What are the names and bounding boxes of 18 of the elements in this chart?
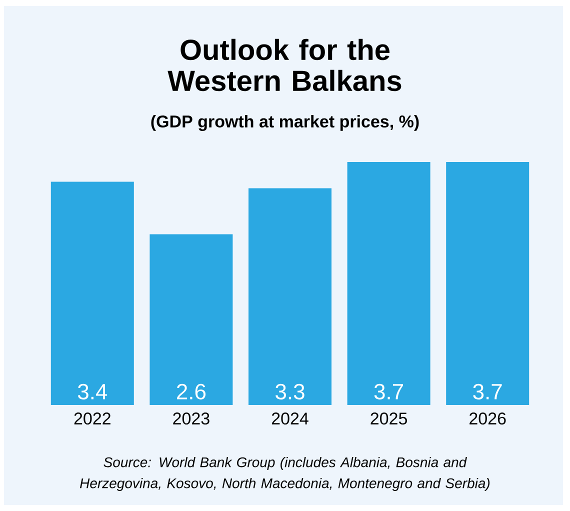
data-label: 3.7 <box>374 384 403 400</box>
bar <box>50 182 134 405</box>
data-label: 3.4 <box>78 384 108 400</box>
x-tick-label: 2023 <box>173 412 210 425</box>
x-tick-label: 2022 <box>74 412 110 425</box>
x-tick-label: 2024 <box>272 412 308 425</box>
source-note: Source: World Bank Group (includes Albania, Bosnia and Herzegovina, Kosovo, North Macedonia, Montenegro and Serbia) <box>80 456 490 492</box>
data-label: 2.6 <box>177 384 206 400</box>
bar <box>248 188 332 405</box>
x-tick-label: 2025 <box>370 412 407 425</box>
bar <box>347 162 430 405</box>
x-tick-label: 2026 <box>470 412 506 425</box>
data-label: 3.7 <box>473 384 502 400</box>
data-label: 3.3 <box>276 384 304 400</box>
chart-title: Outlook for the Western Balkans <box>168 38 402 92</box>
bar <box>446 162 530 405</box>
bar <box>150 234 233 405</box>
chart-subtitle: (GDP growth at market prices, %) <box>151 115 419 131</box>
